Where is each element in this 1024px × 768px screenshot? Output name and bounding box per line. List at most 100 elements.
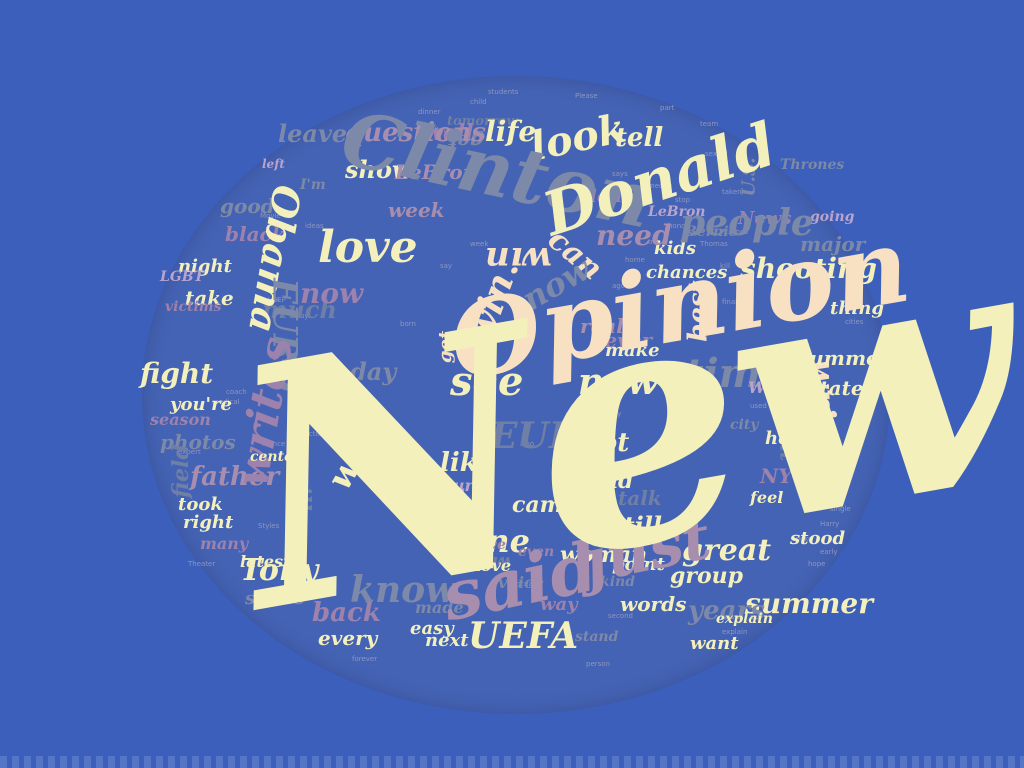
cloud-word-im: I'm bbox=[300, 177, 326, 193]
cloud-word-end: end bbox=[588, 468, 634, 494]
cloud-word-comes: comes bbox=[725, 228, 748, 236]
cloud-word-youre: you're bbox=[170, 394, 232, 415]
cloud-word-second: second bbox=[608, 612, 633, 620]
cloud-word-even: even bbox=[560, 493, 612, 517]
cloud-word-still: still bbox=[610, 511, 662, 540]
cloud-word-field: field bbox=[167, 444, 194, 498]
cloud-word-says: says bbox=[612, 170, 628, 178]
cloud-word-live: live bbox=[340, 396, 384, 422]
cloud-word-ago: ago bbox=[612, 282, 626, 290]
cloud-word-want: want bbox=[690, 633, 739, 654]
cloud-word-take: take bbox=[185, 286, 234, 310]
cloud-word-spoke: spoke bbox=[792, 535, 813, 543]
cloud-word-going: going bbox=[810, 209, 855, 225]
cloud-word-white: White bbox=[748, 378, 802, 397]
cloud-word-voice: voice bbox=[498, 573, 544, 592]
cloud-word-day: day bbox=[350, 357, 397, 386]
cloud-word-way: way bbox=[540, 594, 578, 615]
cloud-word-made: made bbox=[415, 598, 464, 617]
cloud-word-lgbt: LGBT bbox=[160, 269, 205, 285]
cloud-word-students: students bbox=[488, 88, 519, 96]
cloud-word-honor: honor bbox=[668, 222, 689, 230]
cloud-word-center: center bbox=[250, 449, 301, 465]
cloud-word-someone: someone bbox=[640, 182, 673, 190]
cloud-word-culture: culture bbox=[418, 476, 484, 495]
cloud-word-child: child bbox=[470, 98, 487, 106]
cloud-word-night: night bbox=[178, 256, 232, 277]
cloud-word-time: time bbox=[685, 350, 787, 397]
cloud-word-city: city bbox=[730, 417, 759, 433]
cloud-word-long: long bbox=[590, 186, 635, 207]
cloud-word-often: often bbox=[430, 126, 449, 134]
cloud-word-next: next bbox=[425, 630, 469, 651]
cloud-word-week: week bbox=[470, 240, 489, 248]
cloud-word-france: France bbox=[262, 440, 286, 448]
cloud-word-stop: stop bbox=[675, 196, 691, 204]
cloud-word-kill: kill bbox=[720, 262, 730, 270]
cloud-word-taken: taken bbox=[722, 188, 742, 196]
cloud-word-much: much bbox=[262, 295, 337, 324]
cloud-word-talk: talk bbox=[618, 486, 662, 510]
cloud-word-stand: stand bbox=[575, 629, 619, 645]
cloud-word-also: also bbox=[520, 440, 535, 448]
cloud-word-week-big: week bbox=[388, 198, 445, 222]
cloud-word-army: Army bbox=[290, 312, 309, 320]
cloud-word-explain-word: explain bbox=[716, 611, 773, 627]
cloud-word-questions: questions bbox=[345, 118, 487, 148]
cloud-word-part: part bbox=[660, 104, 675, 112]
cloud-word-leave: leave bbox=[278, 119, 348, 148]
cloud-word-years: years bbox=[688, 596, 765, 626]
cloud-word-real: real bbox=[580, 314, 624, 338]
cloud-word-born: born bbox=[400, 320, 416, 328]
word-cloud-ellipse bbox=[142, 76, 890, 714]
cloud-word-father: father bbox=[190, 462, 280, 492]
cloud-word-gave: gave bbox=[470, 537, 506, 553]
cloud-word-tomorrow: tomorrow bbox=[447, 114, 518, 129]
cloud-word-explain: explain bbox=[722, 628, 748, 636]
cloud-word-theater: Theater bbox=[188, 560, 216, 568]
cloud-word-bernie: Bernie bbox=[685, 224, 738, 240]
cloud-word-cities: cities bbox=[845, 318, 864, 326]
cloud-word-section: Section bbox=[300, 430, 327, 438]
cloud-word-tony: Tony bbox=[240, 553, 319, 588]
cloud-word-coach: coach bbox=[226, 388, 247, 396]
cloud-word-summer-low: summer bbox=[745, 587, 873, 620]
cloud-word-used: used bbox=[750, 402, 767, 410]
cloud-word-sexual: sexual bbox=[705, 150, 728, 158]
cloud-word-kids: kids bbox=[654, 238, 697, 259]
cloud-word-lebron-alt: LeBron bbox=[395, 160, 478, 184]
cloud-word-ideas: ideas bbox=[305, 222, 324, 230]
cloud-word-know: know bbox=[350, 569, 457, 611]
cloud-word-nyt: NYT bbox=[760, 464, 808, 488]
cloud-word-please: Please bbox=[575, 92, 598, 100]
cloud-word-harry: Harry bbox=[820, 520, 840, 528]
cloud-word-people: people bbox=[680, 202, 814, 244]
cloud-word-thomas: Thomas bbox=[700, 240, 728, 248]
cloud-word-need: need bbox=[596, 219, 672, 252]
cloud-word-show: show bbox=[345, 155, 413, 184]
cloud-word-single: single bbox=[830, 505, 851, 513]
cloud-word-back: back bbox=[312, 598, 381, 628]
cloud-word-even-low: even bbox=[518, 544, 555, 560]
cloud-word-movie: Movie bbox=[260, 212, 281, 220]
cloud-word-expert: expert bbox=[178, 448, 201, 456]
cloud-word-victims: victims bbox=[165, 299, 222, 315]
cloud-word-paul: Paul bbox=[430, 487, 465, 503]
cloud-word-chances: chances bbox=[646, 262, 728, 283]
cloud-word-never: never bbox=[590, 328, 653, 352]
cloud-word-came: came bbox=[512, 492, 577, 518]
cloud-word-styles: Styles bbox=[258, 522, 280, 530]
cloud-word-season: season bbox=[150, 410, 211, 429]
cloud-word-lot: lot bbox=[590, 428, 630, 458]
cloud-word-right: right bbox=[183, 512, 234, 533]
cloud-word-great: great bbox=[682, 533, 772, 568]
cloud-word-thrones: Thrones bbox=[780, 157, 845, 173]
cloud-word-uefa: UEFA bbox=[468, 615, 579, 657]
cloud-word-point: point bbox=[612, 554, 665, 575]
cloud-word-photos: photos bbox=[160, 430, 236, 454]
cloud-word-thing: thing bbox=[830, 298, 884, 319]
cloud-word-now: now bbox=[300, 277, 364, 310]
cloud-word-easy: easy bbox=[410, 618, 454, 639]
cloud-word-hope: hope bbox=[808, 560, 826, 568]
cloud-word-black: black bbox=[225, 222, 286, 246]
